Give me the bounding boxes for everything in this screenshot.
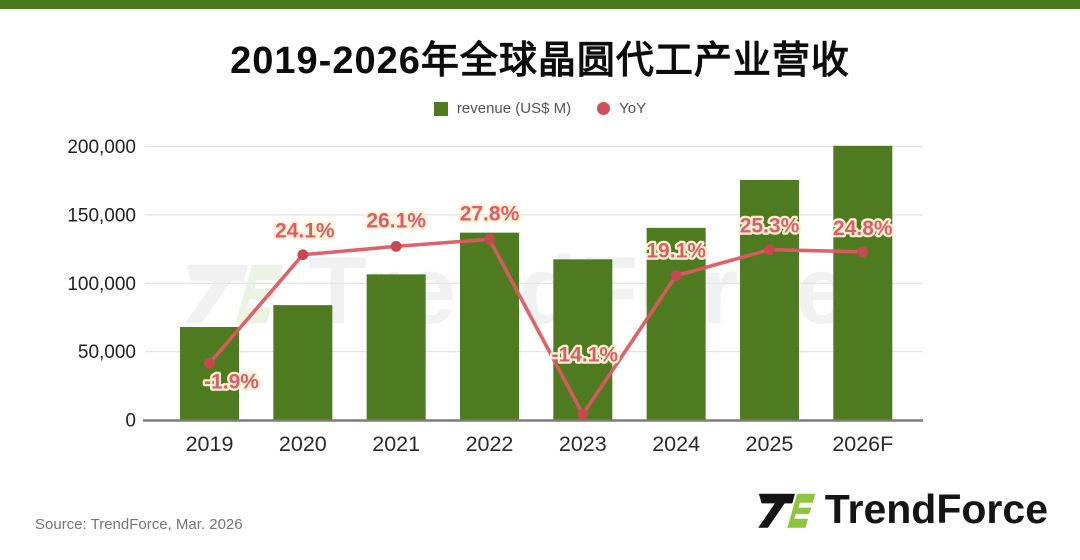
yoy-point-2022 xyxy=(484,233,495,245)
revenue-bar-2025 xyxy=(739,180,799,420)
yoy-point-2024 xyxy=(670,270,682,282)
x-axis-label-2023: 2023 xyxy=(559,432,607,456)
top-accent-bar xyxy=(0,0,1080,9)
x-axis-label-2025: 2025 xyxy=(746,432,794,456)
y-tick-label-100000: 100,000 xyxy=(67,274,136,295)
yoy-point-2021 xyxy=(390,240,402,252)
yoy-label-2021: 26.1% xyxy=(366,209,426,232)
y-tick-label-150000: 150,000 xyxy=(67,205,136,226)
revenue-bar-2023 xyxy=(553,259,613,420)
source-note: Source: TrendForce, Mar. 2026 xyxy=(35,516,243,533)
revenue-bar-2024 xyxy=(646,227,706,420)
yoy-label-2024: 19.1% xyxy=(646,240,706,263)
revenue-bar-2022 xyxy=(459,232,519,420)
y-tick-label-50000: 50,000 xyxy=(78,342,136,363)
yoy-swatch-icon xyxy=(597,102,611,115)
revenue-swatch-icon xyxy=(433,101,448,116)
legend-label-yoy: YoY xyxy=(619,100,647,117)
x-axis-label-2020: 2020 xyxy=(279,432,327,456)
yoy-label-2022: 27.8% xyxy=(460,202,520,225)
yoy-label-2019: -1.9% xyxy=(204,370,259,393)
trendforce-logo-text: TrendForce xyxy=(824,485,1048,532)
revenue-bar-2020 xyxy=(273,305,333,420)
yoy-point-2025 xyxy=(764,244,775,256)
yoy-point-2023 xyxy=(577,408,589,420)
y-tick-label-0: 0 xyxy=(125,411,136,432)
legend-item-revenue: revenue (US$ M) xyxy=(433,100,572,117)
chart-legend: revenue (US$ M) YoY xyxy=(0,100,1080,117)
x-axis-label-2022: 2022 xyxy=(466,432,514,456)
revenue-bar-2021 xyxy=(366,274,426,420)
trendforce-logo-mark-icon xyxy=(757,493,818,528)
legend-item-yoy: YoY xyxy=(597,100,646,117)
legend-label-revenue: revenue (US$ M) xyxy=(456,100,572,117)
trendforce-logo: TrendForce xyxy=(754,476,1048,542)
yoy-label-2023: -14.1% xyxy=(552,343,619,366)
chart-title: 2019-2026年全球晶圆代工产业营收 xyxy=(230,40,850,82)
yoy-label-2025: 25.3% xyxy=(740,215,800,238)
yoy-label-2020: 24.1% xyxy=(275,220,335,243)
yoy-point-2020 xyxy=(297,249,309,261)
revenue-bar-2026F xyxy=(833,145,893,420)
x-axis-label-2024: 2024 xyxy=(652,432,700,456)
x-axis-label-2026F: 2026F xyxy=(832,432,893,456)
yoy-line xyxy=(207,237,865,417)
yoy-point-2026F xyxy=(857,246,869,258)
x-axis-label-2019: 2019 xyxy=(186,432,234,456)
y-tick-label-200000: 200,000 xyxy=(67,137,136,158)
yoy-label-2026F: 24.8% xyxy=(833,217,893,240)
x-axis-label-2021: 2021 xyxy=(372,432,420,456)
yoy-point-2019 xyxy=(204,357,215,369)
